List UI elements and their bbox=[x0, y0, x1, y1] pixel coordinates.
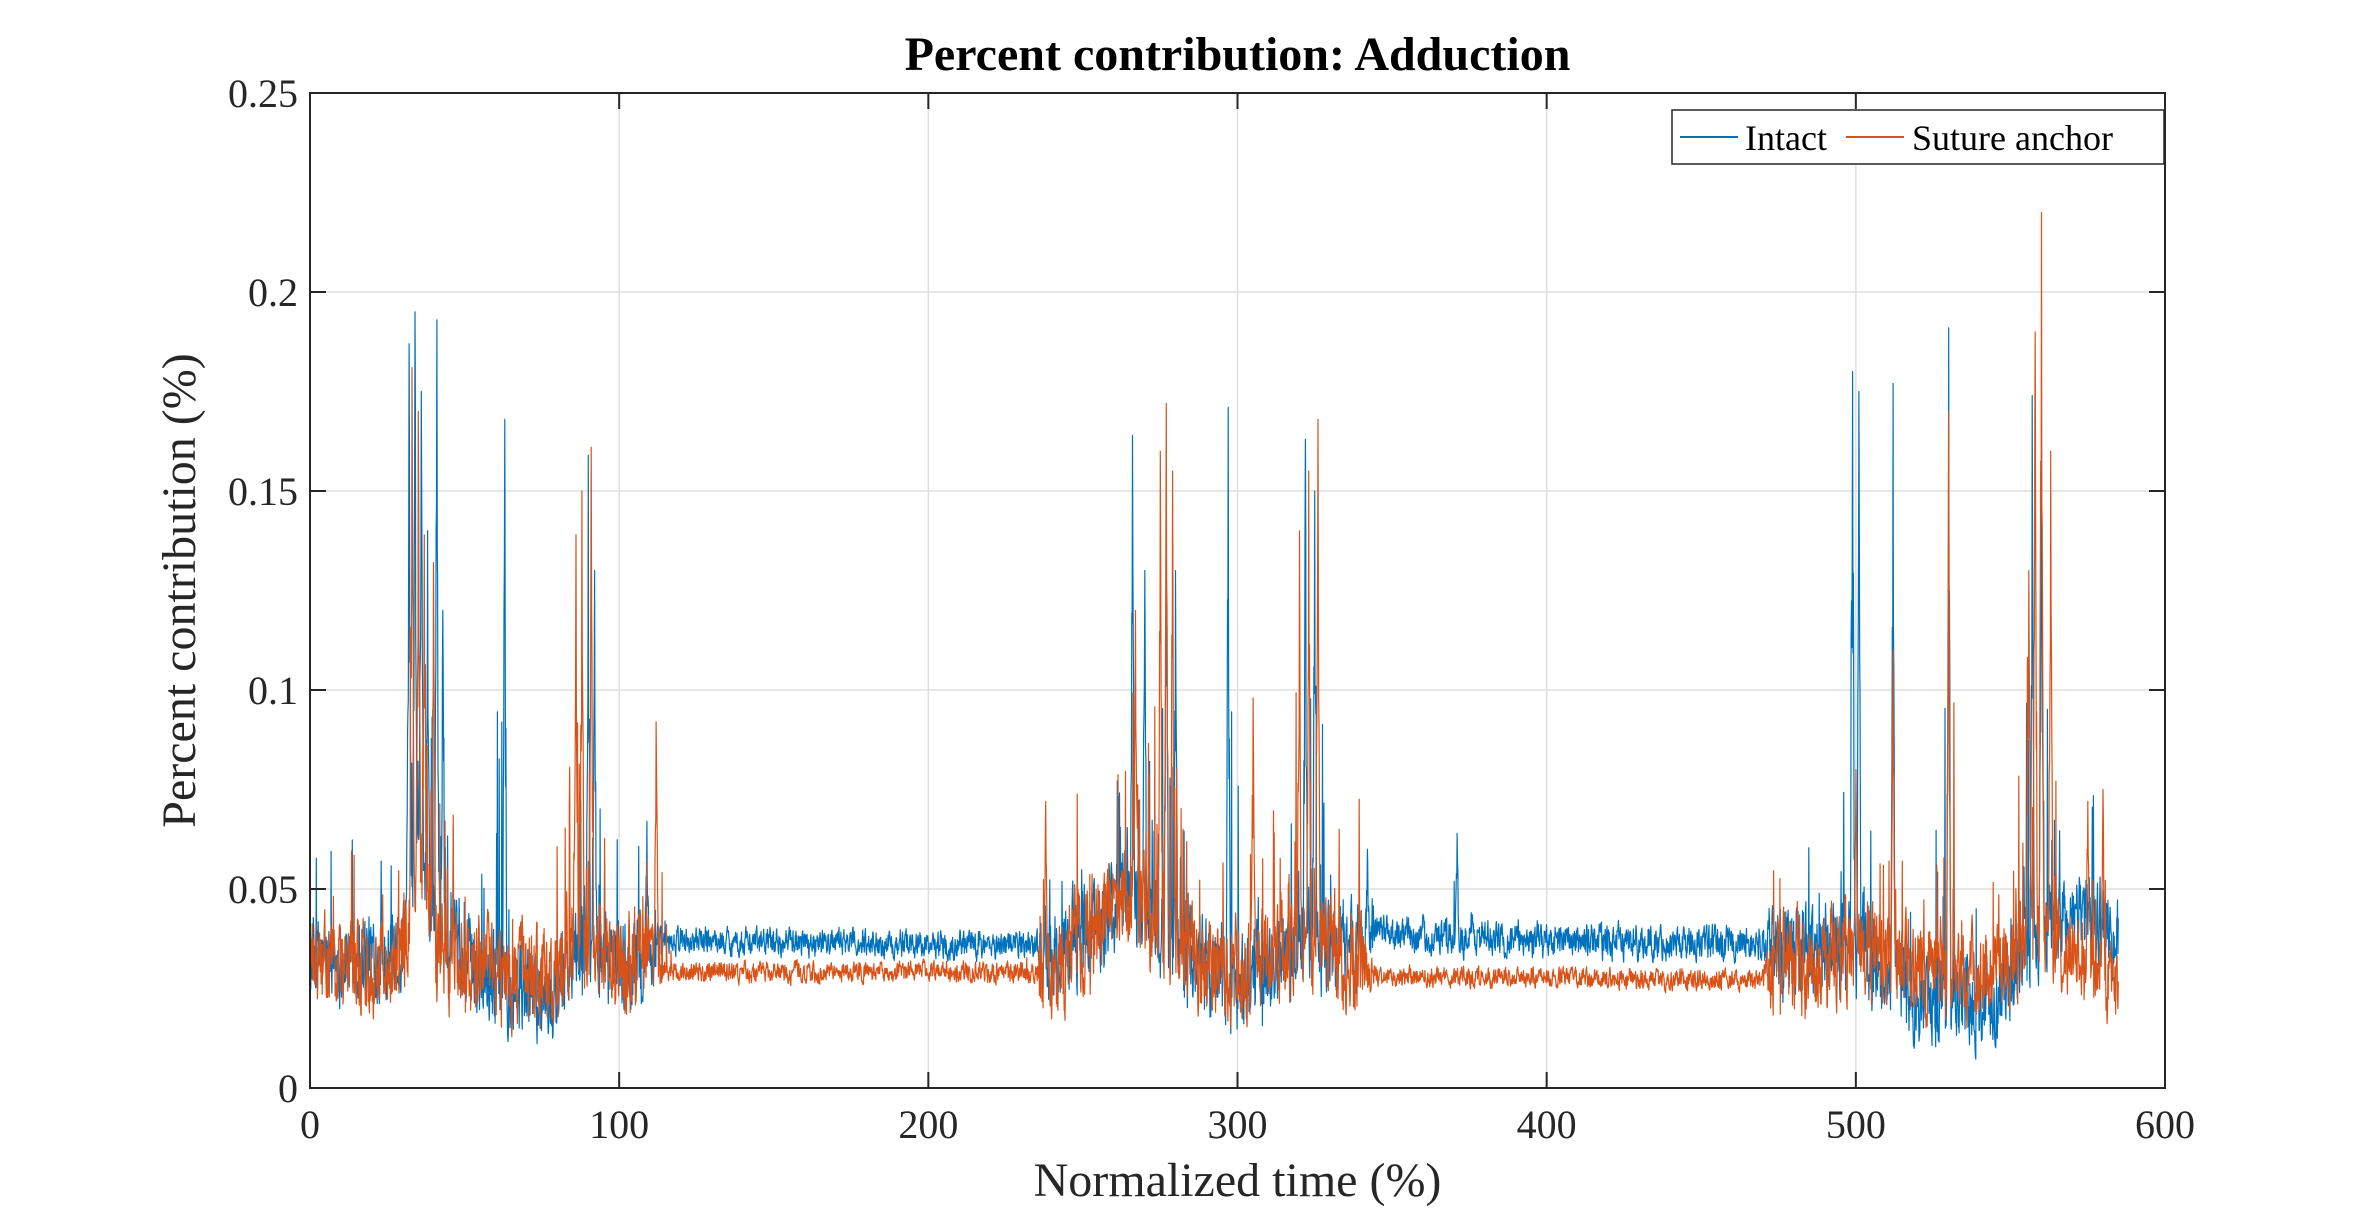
y-tick-label: 0.15 bbox=[228, 469, 298, 514]
y-tick-label: 0.25 bbox=[228, 71, 298, 116]
axis-ticks: 0 100 200 300 400 500 600 0 0.05 0.1 0.15 0.2 0.25 bbox=[228, 71, 2195, 1147]
chart-title: Percent contribution: Adduction bbox=[905, 28, 1571, 81]
y-tick-label: 0 bbox=[278, 1066, 298, 1111]
legend: Intact Suture anchor bbox=[1671, 109, 2165, 165]
x-tick-label: 400 bbox=[1517, 1102, 1577, 1147]
y-tick-label: 0.1 bbox=[248, 668, 298, 713]
x-tick-label: 600 bbox=[2135, 1102, 2195, 1147]
series-line-suture-anchor bbox=[309, 211, 2119, 1038]
x-tick-label: 0 bbox=[300, 1102, 320, 1147]
legend-box bbox=[1671, 109, 2165, 165]
series-lines bbox=[309, 211, 2119, 1060]
x-tick-label: 300 bbox=[1208, 1102, 1268, 1147]
x-axis-label: Normalized time (%) bbox=[1034, 1154, 1442, 1207]
legend-label-intact: Intact bbox=[1745, 118, 1827, 158]
y-axis-label: Percent contribution (%) bbox=[153, 353, 206, 828]
x-tick-label: 100 bbox=[589, 1102, 649, 1147]
legend-label-suture-anchor: Suture anchor bbox=[1912, 118, 2113, 158]
x-tick-label: 200 bbox=[898, 1102, 958, 1147]
y-tick-label: 0.2 bbox=[248, 270, 298, 315]
y-tick-label: 0.05 bbox=[228, 867, 298, 912]
x-tick-label: 500 bbox=[1826, 1102, 1886, 1147]
